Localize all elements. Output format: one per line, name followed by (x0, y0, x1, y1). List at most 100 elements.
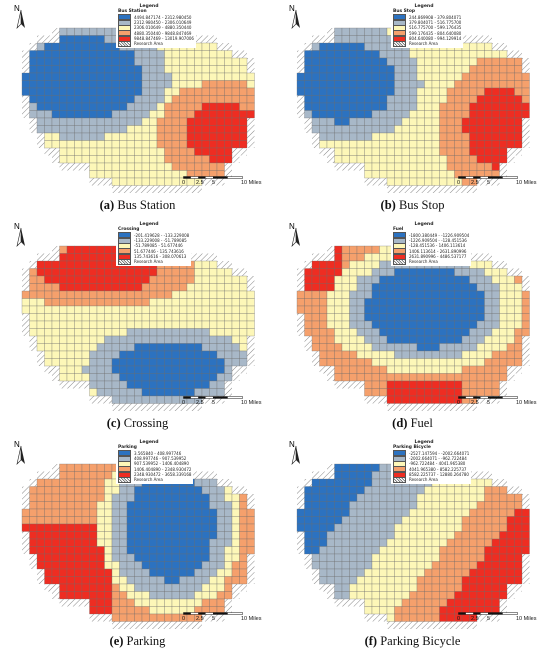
grid-cell (29, 531, 38, 540)
grid-cell (44, 117, 53, 126)
research-area-fringe (239, 50, 247, 58)
grid-cell (44, 343, 53, 352)
grid-cell (491, 373, 500, 382)
research-area-fringe (239, 366, 247, 374)
grid-cell (141, 538, 150, 547)
research-area-fringe (44, 35, 52, 43)
research-area-fringe (447, 185, 455, 193)
research-area-fringe (342, 599, 350, 607)
grid-cell (111, 268, 120, 277)
grid-cell (514, 57, 523, 66)
grid-cell (364, 290, 373, 299)
grid-cell (74, 110, 83, 119)
grid-cell (416, 177, 425, 186)
grid-cell (141, 583, 150, 592)
grid-cell (44, 80, 53, 89)
grid-cell (81, 27, 90, 36)
grid-cell (446, 343, 455, 352)
grid-cell (44, 298, 53, 307)
grid-cell (89, 170, 98, 179)
grid-cell (119, 313, 128, 322)
grid-cell (304, 538, 313, 547)
grid-cell (59, 260, 68, 269)
grid-cell (104, 388, 113, 397)
grid-cell (461, 365, 470, 374)
grid-cell (319, 87, 328, 96)
grid-cell (126, 343, 135, 352)
grid-cell (386, 147, 395, 156)
grid-cell (51, 320, 60, 329)
research-area-fringe (304, 343, 312, 351)
grid-cell (186, 561, 195, 570)
grid-cell (356, 305, 365, 314)
research-area-fringe (462, 403, 470, 411)
grid-cell (484, 538, 493, 547)
grid-cell (394, 365, 403, 374)
grid-cell (439, 102, 448, 111)
grid-cell (506, 523, 515, 532)
grid-cell (364, 170, 373, 179)
research-area-fringe (522, 140, 530, 148)
grid-cell (439, 155, 448, 164)
grid-cell (454, 50, 463, 59)
grid-cell (51, 478, 60, 487)
grid-cell (349, 50, 358, 59)
grid-cell (216, 365, 225, 374)
grid-cell (469, 155, 478, 164)
grid-cell (149, 110, 158, 119)
grid-cell (319, 538, 328, 547)
grid-cell (491, 72, 500, 81)
grid-cell (506, 343, 515, 352)
grid-cell (386, 95, 395, 104)
grid-cell (89, 583, 98, 592)
grid-cell (209, 275, 218, 284)
grid-cell (379, 546, 388, 555)
grid-cell (231, 87, 240, 96)
grid-cell (341, 471, 350, 480)
grid-cell (59, 358, 68, 367)
grid-cell (446, 57, 455, 66)
grid-cell (499, 72, 508, 81)
grid-cell (134, 328, 143, 337)
grid-cell (454, 305, 463, 314)
grid-cell (134, 110, 143, 119)
grid-cell (304, 80, 313, 89)
grid-cell (66, 245, 75, 254)
grid-cell (134, 155, 143, 164)
grid-cell (491, 117, 500, 126)
grid-cell (194, 486, 203, 495)
grid-cell (379, 42, 388, 51)
grid-cell (364, 268, 373, 277)
research-area-fringe (224, 170, 232, 178)
grid-cell (51, 102, 60, 111)
grid-cell (424, 538, 433, 547)
grid-cell (484, 576, 493, 585)
grid-cell (446, 275, 455, 284)
grid-cell (364, 125, 373, 134)
grid-cell (209, 358, 218, 367)
grid-cell (89, 553, 98, 562)
grid-cell (66, 87, 75, 96)
panel-bus-station: N Legend Bus Station 4494.847174 - 2312.… (0, 0, 275, 218)
grid-cell (51, 538, 60, 547)
grid-cell (349, 125, 358, 134)
grid-cell (341, 87, 350, 96)
grid-cell (66, 328, 75, 337)
grid-cell (484, 598, 493, 607)
grid-cell (179, 117, 188, 126)
grid-cell (311, 117, 320, 126)
grid-cell (239, 538, 248, 547)
grid-cell (469, 57, 478, 66)
grid-cell (446, 546, 455, 555)
grid-cell (424, 117, 433, 126)
grid-cell (59, 268, 68, 277)
grid-cell (141, 516, 150, 525)
grid-cell (51, 132, 60, 141)
research-area-fringe (202, 471, 210, 479)
grid-cell (424, 290, 433, 299)
grid-cell (446, 95, 455, 104)
grid-cell (341, 268, 350, 277)
grid-cell (81, 102, 90, 111)
grid-cell (371, 373, 380, 382)
grid-cell (424, 110, 433, 119)
